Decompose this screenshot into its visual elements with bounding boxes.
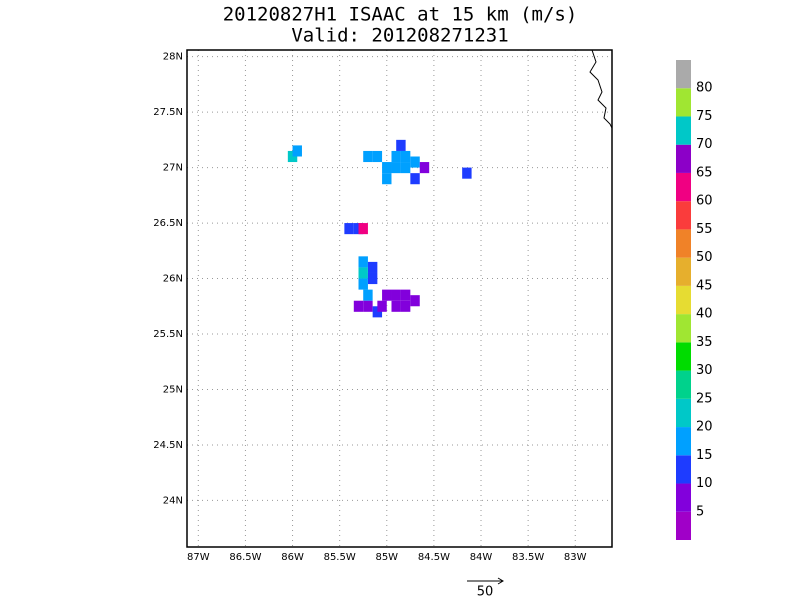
wind-cell [372,150,383,163]
colorbar-bin [676,285,691,315]
colorbar-bin [676,314,691,343]
wind-cell [367,261,378,273]
y-tick-label: 24N [163,495,183,506]
colorbar-bin [676,144,691,173]
colorbar-label: 15 [696,448,713,463]
wind-cell [391,150,401,163]
x-tick-label: 85.5W [324,552,356,563]
wind-cell [358,278,368,290]
y-tick-label: 27.5N [153,107,183,118]
wind-cell [400,150,411,163]
colorbar-label: 65 [696,165,713,180]
colorbar-bin [676,342,691,371]
wind-cell [372,306,383,318]
colorbar-bin [676,370,691,399]
x-tick-label: 84.5W [418,552,450,563]
wind-cell [377,300,387,312]
wind-cell [391,162,401,174]
wind-cell [353,300,364,312]
colorbar-bin [676,60,691,89]
wind-cell [287,150,298,163]
x-tick-label: 83W [564,552,587,563]
wind-cell [391,289,401,301]
y-tick-label: 25.5N [153,329,183,340]
x-tick-label: 86W [281,552,304,563]
y-tick-label: 27N [163,163,183,174]
colorbar-bin [676,116,691,145]
colorbar-label: 70 [696,137,713,152]
x-tick-label: 85W [375,552,398,563]
colorbar-bin [676,201,691,230]
x-tick-label: 86.5W [229,552,261,563]
wind-cell [410,295,420,307]
y-tick-label: 26.5N [153,218,183,229]
coastline [589,49,613,129]
colorbar-bin [676,483,691,512]
plot-frame [186,49,613,548]
wind-cell [419,162,430,174]
colorbar-label: 10 [696,476,713,491]
x-tick-label: 84W [470,552,493,563]
reference-arrow-head [497,577,504,585]
colorbar-bin [676,511,691,540]
colorbar-bin [676,398,691,428]
colorbar-bin [676,455,691,484]
wind-cell [462,167,472,179]
wind-cell [363,289,373,301]
colorbar-label: 30 [696,363,713,378]
colorbar-label: 60 [696,194,713,209]
wind-cell [400,289,411,301]
y-tick-label: 26N [163,274,183,285]
reference-label: 50 [477,585,494,600]
wind-cell [363,150,373,163]
colorbar-label: 80 [696,81,713,96]
colorbar-bin [676,172,691,202]
colorbar-bin [676,427,691,456]
colorbar-label: 75 [696,109,713,124]
colorbar-label: 35 [696,335,713,350]
wind-cell [358,256,368,268]
wind-cell [410,156,420,168]
y-tick-label: 25N [163,384,183,395]
colorbar-label: 20 [696,420,713,435]
wind-cell [400,300,411,312]
wind-cell [391,300,401,312]
x-tick-label: 83.5W [512,552,544,563]
wind-cell [382,162,392,174]
wind-cell [400,162,411,174]
colorbar-bin [676,257,691,286]
y-tick-label: 24.5N [153,440,183,451]
wind-cell [410,173,420,185]
colorbar-label: 40 [696,307,713,322]
wind-cell [396,139,406,151]
colorbar-bin [676,229,691,258]
title: 20120827H1 ISAAC at 15 km (m/s) [223,4,578,26]
colorbar-bin [676,88,691,117]
wind-cell [358,267,368,279]
colorbar-label: 5 [696,504,704,519]
wind-cell [363,300,373,312]
x-tick-label: 87W [187,552,210,563]
wind-cell [292,145,302,157]
colorbar-label: 50 [696,250,713,265]
subtitle: Valid: 201208271231 [291,25,508,47]
colorbar-label: 25 [696,391,713,406]
colorbar-label: 55 [696,222,713,237]
colorbar-label: 45 [696,278,713,293]
wind-cell [358,223,368,235]
wind-cell [344,223,354,235]
y-tick-label: 28N [163,52,183,63]
wind-cell [382,173,392,185]
wind-cell [382,289,392,301]
wind-cell [367,272,378,285]
